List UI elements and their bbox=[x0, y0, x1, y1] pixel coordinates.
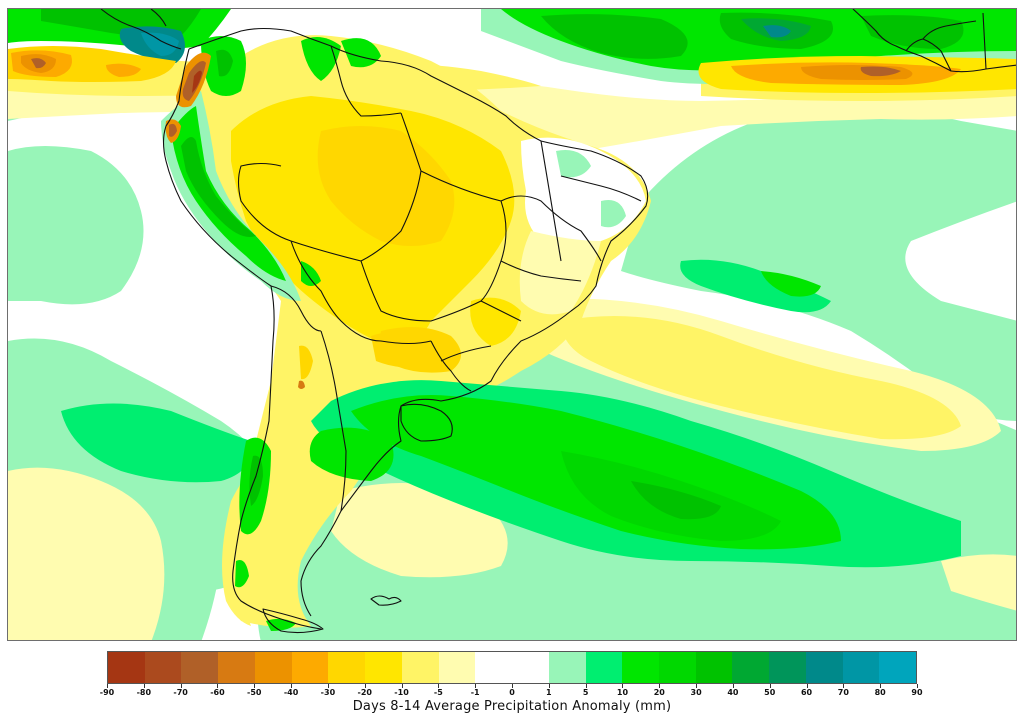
colorbar-swatch bbox=[879, 652, 917, 683]
colorbar-ticks: -90 -80 -70 -60 -50 -40 -30 -20 -10 -5 -1 0 1 5 10 20 30… bbox=[100, 684, 923, 698]
colorbar-swatch bbox=[732, 652, 770, 683]
colorbar-tick-label: -20 bbox=[357, 688, 372, 697]
colorbar-swatch bbox=[181, 652, 219, 683]
southern-chile-region bbox=[222, 326, 323, 631]
pacific-itcz bbox=[8, 9, 231, 82]
colorbar-tick bbox=[696, 684, 698, 688]
colorbar-tick-label: -10 bbox=[394, 688, 409, 697]
south-america-landmass bbox=[174, 35, 651, 628]
colorbar-tick-label: 90 bbox=[911, 688, 923, 697]
colorbar-tick-label: 70 bbox=[837, 688, 849, 697]
coastlines-and-borders bbox=[100, 9, 1016, 634]
colorbar-tick-label: 60 bbox=[800, 688, 813, 697]
colorbar-swatch bbox=[328, 652, 366, 683]
colorbar-tick bbox=[880, 684, 882, 688]
colorbar-tick bbox=[254, 684, 256, 688]
southern-wet-region bbox=[61, 259, 961, 568]
colorbar-swatch bbox=[108, 652, 145, 683]
colorbar-tick-label: -30 bbox=[320, 688, 336, 697]
colorbar-swatch bbox=[438, 652, 476, 683]
colorbar-tick bbox=[769, 684, 771, 688]
colorbar-tick-label: 30 bbox=[690, 688, 702, 697]
colorbar-tick bbox=[806, 684, 808, 688]
colorbar-swatch bbox=[401, 652, 439, 683]
andes-dry-spots bbox=[165, 52, 211, 143]
colorbar-tick-label: 50 bbox=[764, 688, 776, 697]
colorbar-tick-label: 5 bbox=[582, 688, 589, 697]
colorbar-swatch bbox=[218, 652, 255, 683]
colorbar-swatch bbox=[548, 652, 586, 683]
colorbar-tick bbox=[843, 684, 845, 688]
colorbar-tick bbox=[217, 684, 219, 688]
colorbar-swatch bbox=[254, 652, 292, 683]
colorbar-swatch bbox=[659, 652, 696, 683]
colorbar bbox=[107, 651, 917, 684]
colorbar-swatch bbox=[512, 652, 549, 683]
colorbar-swatch bbox=[144, 652, 182, 683]
colorbar-tick bbox=[107, 684, 108, 688]
colorbar-swatch bbox=[622, 652, 660, 683]
colorbar-tick-label: 10 bbox=[616, 688, 629, 697]
colorbar-tick-label: -50 bbox=[247, 688, 262, 697]
colorbar-tick bbox=[548, 684, 550, 688]
map-canvas bbox=[8, 9, 1016, 640]
colorbar-tick bbox=[917, 684, 918, 688]
colorbar-tick bbox=[585, 684, 587, 688]
andes-wet-corridor bbox=[161, 36, 381, 301]
colorbar-swatch bbox=[769, 652, 806, 683]
colorbar-tick-label: -40 bbox=[283, 688, 299, 697]
atlantic-itcz bbox=[481, 9, 1016, 93]
colorbar-tick bbox=[143, 684, 145, 688]
colorbar-tick-label: 1 bbox=[546, 688, 552, 697]
colorbar-tick bbox=[475, 684, 477, 688]
colorbar-tick-label: -5 bbox=[433, 688, 443, 697]
colorbar-tick-label: -1 bbox=[470, 688, 480, 697]
colorbar-tick bbox=[622, 684, 624, 688]
colorbar-swatch bbox=[842, 652, 880, 683]
colorbar-tick-label: 20 bbox=[653, 688, 665, 697]
colorbar-tick-label: 40 bbox=[727, 688, 739, 697]
colorbar-title: Days 8-14 Average Precipitation Anomaly … bbox=[352, 699, 672, 714]
colorbar-tick bbox=[401, 684, 403, 688]
colorbar-tick-label: -70 bbox=[173, 688, 188, 697]
colorbar-tick bbox=[364, 684, 366, 688]
precipitation-anomaly-map bbox=[7, 8, 1017, 641]
colorbar-swatch bbox=[365, 652, 402, 683]
colorbar-swatch bbox=[695, 652, 733, 683]
colorbar-tick bbox=[732, 684, 734, 688]
colorbar-tick bbox=[659, 684, 661, 688]
colorbar-tick bbox=[180, 684, 182, 688]
colorbar-tick bbox=[327, 684, 329, 688]
colorbar-tick-label: -60 bbox=[210, 688, 225, 697]
colorbar-tick bbox=[438, 684, 440, 688]
colorbar-swatch bbox=[291, 652, 329, 683]
colorbar-tick bbox=[291, 684, 293, 688]
colorbar-swatch bbox=[805, 652, 843, 683]
colorbar-tick-label: -90 bbox=[99, 688, 115, 697]
colorbar-tick-label: 80 bbox=[874, 688, 886, 697]
colorbar-swatch bbox=[585, 652, 623, 683]
colorbar-swatch bbox=[475, 652, 513, 683]
colorbar-tick bbox=[512, 684, 513, 688]
colorbar-tick-label: -80 bbox=[136, 688, 152, 697]
colorbar-tick-label: 0 bbox=[509, 688, 515, 697]
